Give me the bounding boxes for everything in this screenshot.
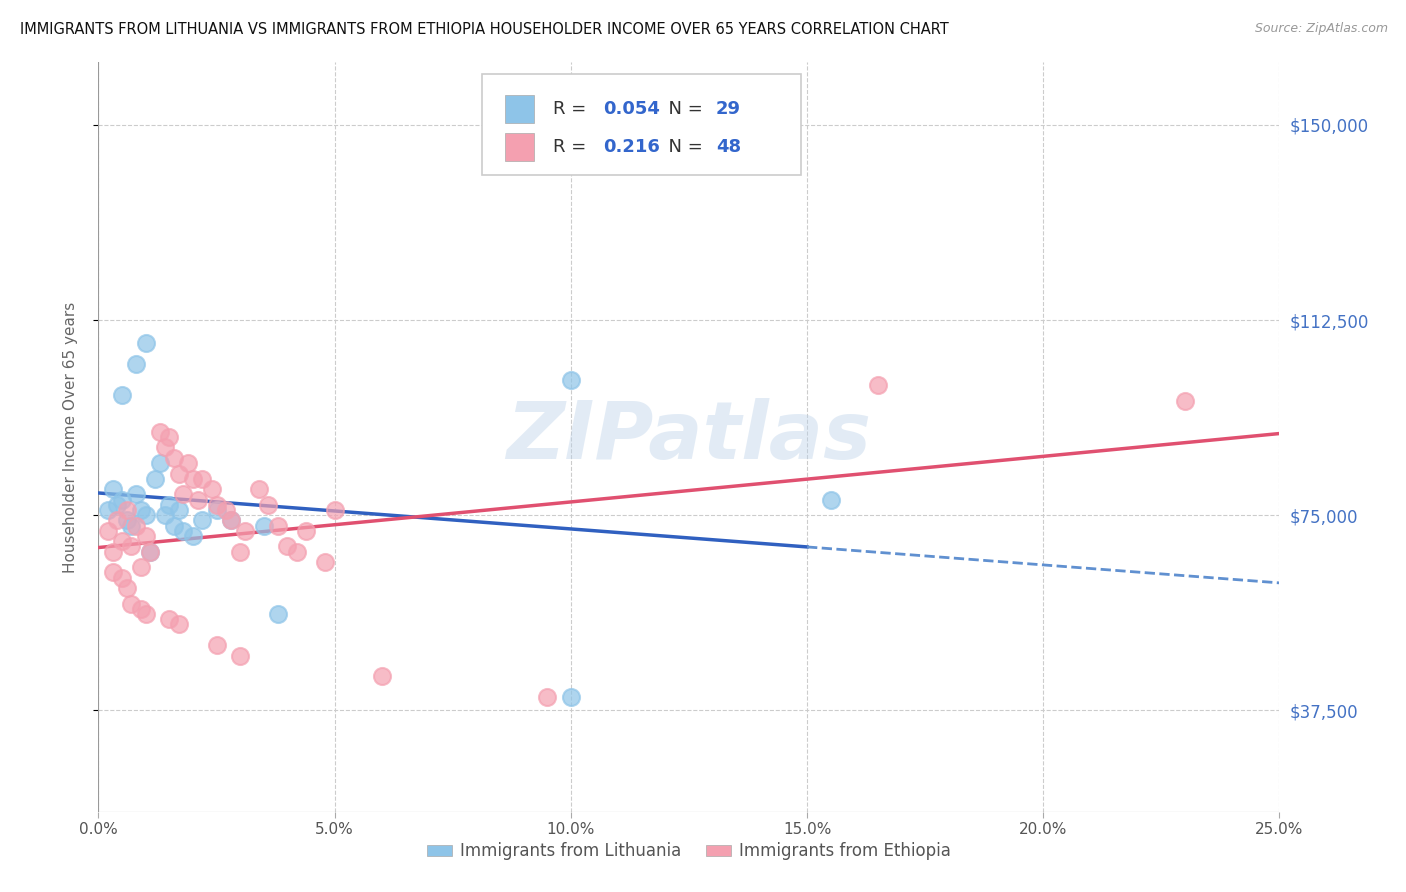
Point [820, 492, 842, 507]
Point [97, 503, 120, 517]
Point [257, 498, 280, 512]
Point [125, 357, 148, 371]
Point [233, 524, 256, 538]
Point [111, 571, 134, 585]
Text: ZIPatlas: ZIPatlas [506, 398, 872, 476]
Point [101, 566, 124, 580]
Text: Source: ZipAtlas.com: Source: ZipAtlas.com [1254, 22, 1388, 36]
Point [143, 472, 166, 486]
Point [115, 513, 138, 527]
Point [172, 524, 194, 538]
Point [323, 503, 346, 517]
Point [205, 638, 228, 652]
Point [157, 430, 180, 444]
Point [163, 450, 186, 465]
Point [229, 648, 252, 663]
Point [866, 378, 889, 392]
Point [97, 524, 120, 538]
Point [215, 503, 238, 517]
Point [111, 388, 134, 402]
Point [135, 336, 157, 351]
Point [191, 513, 214, 527]
Point [149, 425, 172, 439]
Point [105, 498, 128, 512]
Point [276, 539, 298, 553]
Text: 29: 29 [716, 100, 741, 118]
Point [139, 544, 162, 558]
Text: 48: 48 [716, 138, 741, 156]
Text: IMMIGRANTS FROM LITHUANIA VS IMMIGRANTS FROM ETHIOPIA HOUSEHOLDER INCOME OVER 65: IMMIGRANTS FROM LITHUANIA VS IMMIGRANTS … [20, 22, 949, 37]
Point [129, 503, 152, 517]
Point [105, 513, 128, 527]
Point [157, 498, 180, 512]
FancyBboxPatch shape [482, 74, 801, 175]
Point [167, 503, 190, 517]
Point [125, 487, 148, 501]
Point [153, 508, 176, 523]
Point [101, 544, 124, 558]
Text: N =: N = [657, 100, 709, 118]
Point [314, 555, 336, 569]
Point [135, 607, 157, 621]
Point [129, 602, 152, 616]
Point [229, 544, 252, 558]
Point [167, 617, 190, 632]
Point [172, 487, 194, 501]
Point [219, 513, 242, 527]
Point [101, 482, 124, 496]
Point [247, 482, 270, 496]
Point [125, 518, 148, 533]
Point [111, 534, 134, 549]
Text: 0.054: 0.054 [603, 100, 659, 118]
Point [121, 597, 143, 611]
Point [285, 544, 308, 558]
FancyBboxPatch shape [505, 95, 534, 123]
Point [295, 524, 318, 538]
Legend: Immigrants from Lithuania, Immigrants from Ethiopia: Immigrants from Lithuania, Immigrants fr… [420, 836, 957, 867]
Point [121, 539, 143, 553]
Point [163, 518, 186, 533]
Point [267, 518, 290, 533]
Point [111, 492, 134, 507]
Point [181, 472, 204, 486]
Point [135, 508, 157, 523]
Point [191, 472, 214, 486]
Point [129, 560, 152, 574]
FancyBboxPatch shape [505, 133, 534, 161]
Point [153, 441, 176, 455]
Point [205, 503, 228, 517]
Text: 0.216: 0.216 [603, 138, 659, 156]
Point [157, 612, 180, 626]
Point [201, 482, 224, 496]
Point [177, 456, 200, 470]
Point [167, 467, 190, 481]
Point [135, 529, 157, 543]
Point [181, 529, 204, 543]
Text: R =: R = [553, 100, 592, 118]
Point [115, 503, 138, 517]
Point [115, 581, 138, 595]
Point [560, 373, 582, 387]
Point [560, 690, 582, 705]
Point [149, 456, 172, 470]
Point [139, 544, 162, 558]
Point [205, 498, 228, 512]
Point [536, 690, 558, 705]
Point [187, 492, 209, 507]
Point [253, 518, 276, 533]
Point [1174, 393, 1197, 408]
Y-axis label: Householder Income Over 65 years: Householder Income Over 65 years [63, 301, 77, 573]
Text: N =: N = [657, 138, 709, 156]
Text: R =: R = [553, 138, 598, 156]
Point [267, 607, 290, 621]
Point [371, 669, 394, 683]
Point [219, 513, 242, 527]
Point [121, 518, 143, 533]
